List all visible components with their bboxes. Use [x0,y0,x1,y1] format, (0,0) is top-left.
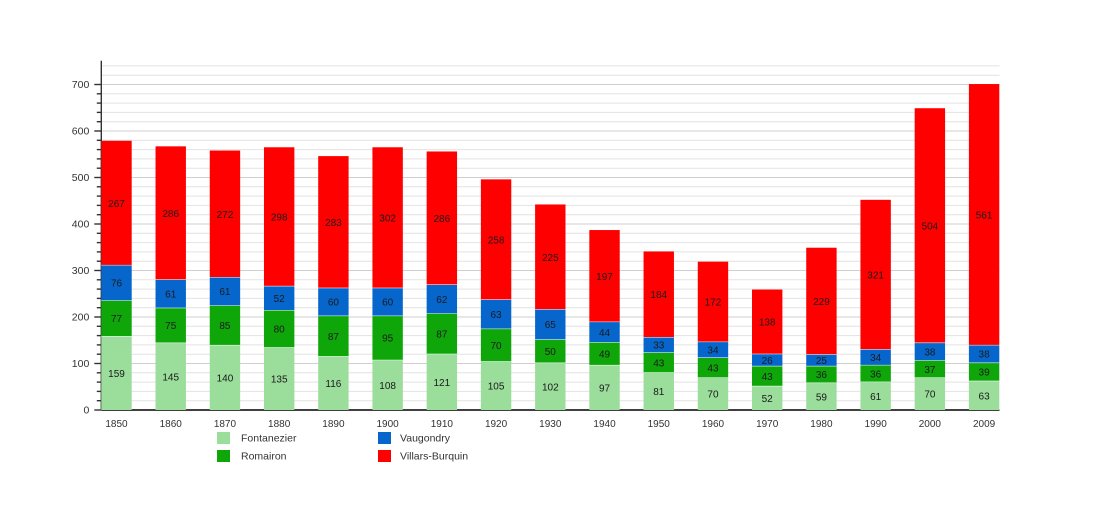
svg-text:302: 302 [379,213,396,224]
svg-text:50: 50 [545,347,557,358]
svg-text:25: 25 [816,356,828,367]
svg-text:200: 200 [72,312,90,324]
svg-text:34: 34 [870,353,882,364]
svg-text:43: 43 [653,358,665,369]
svg-text:62: 62 [436,295,448,306]
svg-text:321: 321 [867,270,884,281]
svg-text:504: 504 [922,221,939,232]
svg-text:700: 700 [72,79,90,91]
svg-text:Vaugondry: Vaugondry [400,433,451,445]
svg-text:184: 184 [650,290,667,301]
svg-text:159: 159 [108,369,125,380]
svg-text:116: 116 [325,379,341,390]
svg-text:100: 100 [72,358,90,370]
svg-text:38: 38 [924,347,936,358]
svg-text:60: 60 [328,298,340,309]
svg-text:1950: 1950 [648,419,671,430]
svg-text:105: 105 [488,382,505,393]
svg-text:197: 197 [596,272,613,283]
svg-text:272: 272 [217,210,234,221]
svg-text:1980: 1980 [810,419,833,430]
svg-text:63: 63 [491,310,503,321]
svg-text:225: 225 [542,253,559,264]
svg-text:172: 172 [705,298,722,309]
svg-text:0: 0 [83,405,89,417]
svg-text:1860: 1860 [160,419,183,430]
svg-text:34: 34 [707,346,719,357]
svg-text:65: 65 [545,320,557,331]
svg-text:283: 283 [325,218,342,229]
svg-text:95: 95 [382,334,394,345]
svg-text:121: 121 [434,378,451,389]
svg-text:Romairon: Romairon [241,451,287,463]
svg-text:26: 26 [762,356,774,367]
svg-text:75: 75 [165,321,177,332]
svg-text:561: 561 [976,210,993,221]
svg-text:1990: 1990 [865,419,888,430]
svg-text:298: 298 [271,213,288,224]
svg-text:258: 258 [488,235,505,246]
svg-text:300: 300 [72,265,90,277]
svg-text:49: 49 [599,350,611,361]
svg-text:600: 600 [72,126,90,138]
svg-text:140: 140 [217,373,234,384]
svg-text:61: 61 [870,392,882,403]
svg-text:138: 138 [759,318,776,329]
svg-text:38: 38 [979,350,991,361]
svg-text:70: 70 [924,390,936,401]
svg-text:267: 267 [108,199,125,210]
svg-text:43: 43 [707,363,719,374]
svg-text:1890: 1890 [322,419,345,430]
svg-text:1970: 1970 [756,419,779,430]
svg-text:1900: 1900 [377,419,400,430]
svg-text:2000: 2000 [919,419,942,430]
svg-text:80: 80 [274,325,286,336]
svg-text:70: 70 [707,390,719,401]
svg-text:76: 76 [111,279,123,290]
svg-text:52: 52 [274,294,286,305]
svg-text:61: 61 [219,287,231,298]
svg-text:229: 229 [813,297,830,308]
svg-text:1930: 1930 [539,419,562,430]
svg-text:60: 60 [382,298,394,309]
svg-text:85: 85 [219,321,231,332]
svg-text:81: 81 [653,387,665,398]
svg-text:1920: 1920 [485,419,508,430]
svg-text:61: 61 [165,290,177,301]
svg-text:500: 500 [72,172,90,184]
svg-text:135: 135 [271,375,288,386]
svg-text:63: 63 [979,391,991,402]
svg-text:145: 145 [162,372,179,383]
svg-text:77: 77 [111,314,123,325]
svg-text:1880: 1880 [268,419,291,430]
svg-text:1910: 1910 [431,419,454,430]
svg-text:36: 36 [816,370,828,381]
svg-text:Villars-Burquin: Villars-Burquin [400,451,468,463]
svg-text:43: 43 [762,372,774,383]
svg-text:97: 97 [599,383,611,394]
svg-text:33: 33 [653,341,665,352]
svg-text:1850: 1850 [105,419,128,430]
svg-text:44: 44 [599,328,611,339]
svg-text:70: 70 [491,341,503,352]
svg-text:1870: 1870 [214,419,237,430]
svg-text:36: 36 [870,369,882,380]
svg-text:400: 400 [72,219,90,231]
svg-text:Fontanezier: Fontanezier [241,433,297,445]
svg-text:2009: 2009 [973,419,996,430]
svg-text:1940: 1940 [593,419,616,430]
svg-text:37: 37 [924,365,936,376]
svg-text:87: 87 [436,330,448,341]
svg-text:52: 52 [762,394,774,405]
svg-text:108: 108 [379,381,396,392]
svg-text:39: 39 [979,368,991,379]
svg-text:102: 102 [542,382,559,393]
svg-text:1960: 1960 [702,419,725,430]
svg-text:59: 59 [816,392,828,403]
svg-text:286: 286 [434,214,451,225]
svg-text:87: 87 [328,332,340,343]
svg-text:286: 286 [162,209,179,220]
